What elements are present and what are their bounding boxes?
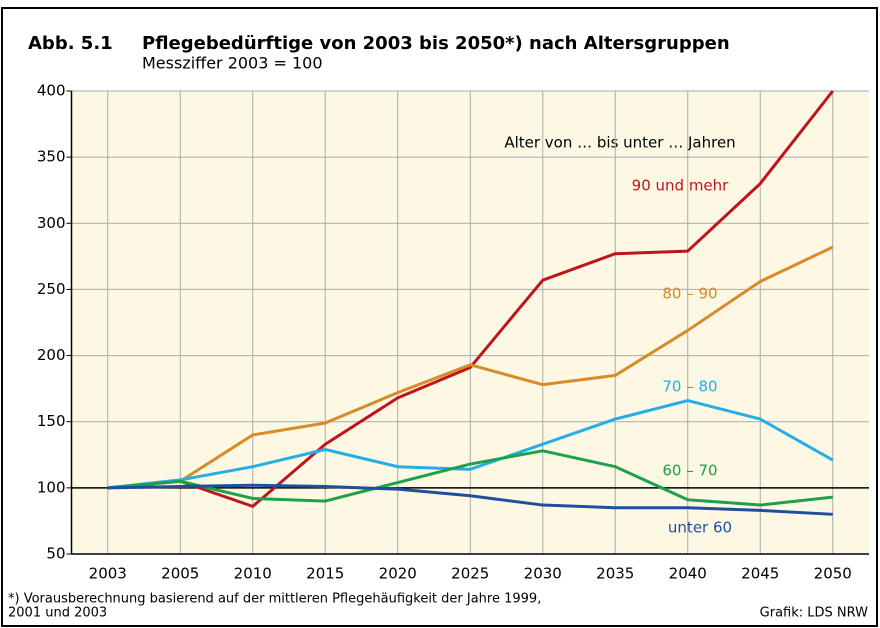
x-tick-label: 2035 — [596, 565, 634, 583]
x-tick-label: 2020 — [379, 565, 417, 583]
y-tick-label: 100 — [37, 478, 66, 496]
x-tick-label: 2010 — [234, 565, 272, 583]
source: Grafik: LDS NRW — [760, 606, 868, 621]
footnote: 2001 und 2003 — [8, 606, 107, 621]
data-line — [107, 449, 833, 507]
x-tick-label: 2005 — [161, 565, 199, 583]
chart-title: Pflegebedürftige von 2003 bis 2050*) nac… — [142, 33, 730, 54]
data-line — [107, 399, 834, 490]
x-tick-label: 2025 — [451, 565, 489, 583]
figure-label: Abb. 5.1 — [28, 33, 113, 54]
data-line — [107, 90, 834, 508]
series-label: 80 – 90 — [662, 285, 717, 303]
series-label: 70 – 80 — [662, 378, 717, 396]
x-tick-label: 2003 — [89, 565, 127, 583]
series-label: 60 – 70 — [662, 462, 717, 480]
y-tick-label: 200 — [37, 346, 66, 364]
data-line — [107, 483, 833, 516]
y-tick-label: 300 — [37, 214, 66, 232]
annotation: Alter von … bis unter … Jahren — [504, 134, 735, 152]
data-line — [107, 245, 834, 490]
x-tick-label: 2040 — [669, 565, 707, 583]
series-label: unter 60 — [668, 519, 732, 537]
y-tick-label: 350 — [37, 148, 66, 166]
y-tick-label: 400 — [37, 82, 66, 100]
series-label: 90 und mehr — [632, 177, 730, 195]
x-tick-label: 2030 — [524, 565, 562, 583]
chart-subtitle: Messziffer 2003 = 100 — [142, 54, 323, 73]
y-tick-label: 250 — [37, 280, 66, 298]
y-tick-label: 50 — [46, 545, 65, 563]
x-tick-label: 2045 — [741, 565, 779, 583]
y-tick-label: 150 — [37, 412, 66, 430]
footnote: *) Vorausberechnung basierend auf der mi… — [8, 592, 541, 607]
x-tick-label: 2050 — [814, 565, 852, 583]
x-tick-label: 2015 — [306, 565, 344, 583]
